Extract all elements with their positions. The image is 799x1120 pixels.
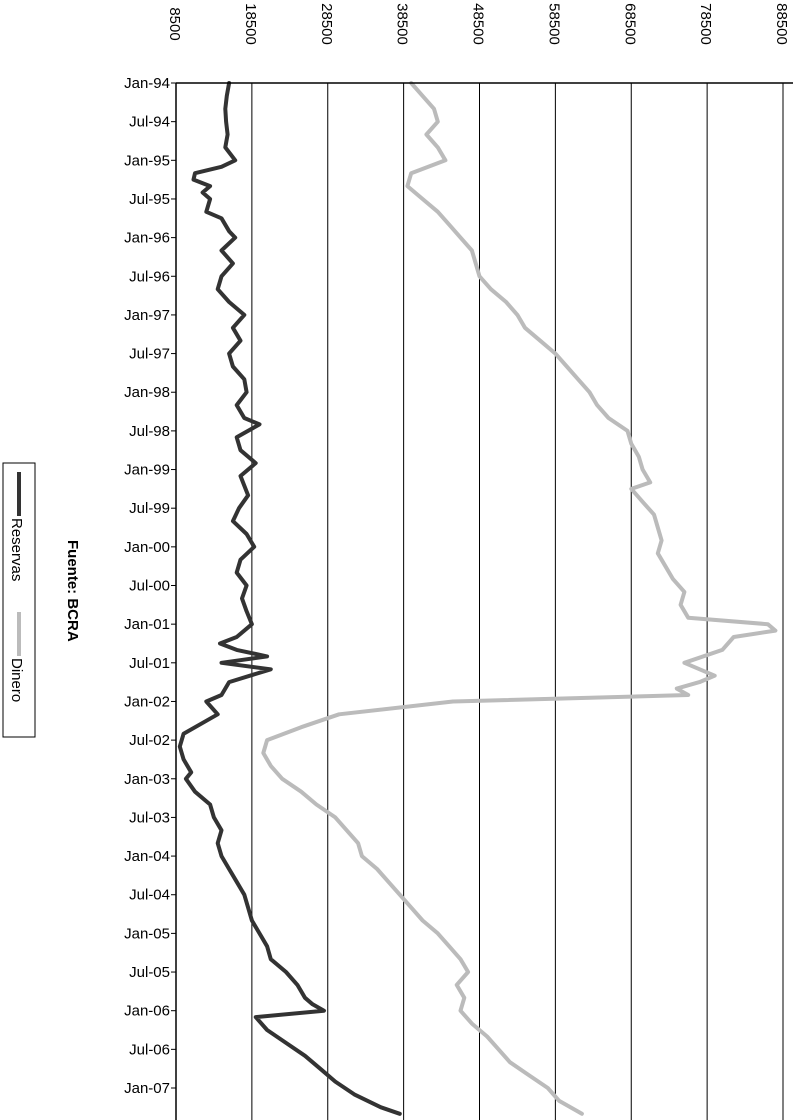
value-tick-label: 88500 [773,3,790,45]
date-tick-label: Jan-05 [124,925,170,942]
series-line-dinero [261,81,778,1116]
date-tick-label: Jul-00 [129,578,170,595]
series-line-reservas [177,81,402,1116]
date-tick-label: Jul-03 [129,809,170,826]
date-tick-label: Jul-02 [129,732,170,749]
axes [171,82,793,1120]
date-tick-label: Jan-00 [124,539,170,556]
date-tick-label: Jan-99 [124,462,170,479]
date-tick-label: Jul-97 [129,346,170,363]
series-layer [177,81,778,1116]
date-tick-label: Jan-94 [124,75,170,92]
legend-label-reservas: Reservas [8,518,25,581]
date-tick-label: Jul-01 [129,655,170,672]
date-tick-label: Jul-99 [129,500,170,517]
source-note: Fuente: BCRA [64,540,81,642]
value-tick-label: 58500 [545,3,562,45]
gridlines [251,83,784,1120]
legend: Reservas Dinero [2,462,36,738]
date-tick-label: Jan-02 [124,693,170,710]
date-tick-label: Jul-06 [129,1041,170,1058]
value-tick-label: 68500 [621,3,638,45]
value-tick-label: 38500 [394,3,411,45]
plot-area [171,81,793,1120]
date-tick-label: Jan-01 [124,616,170,633]
date-tick-label: Jan-06 [124,1003,170,1020]
value-tick-label: 78500 [697,3,714,45]
value-tick-label: 18500 [242,3,259,45]
date-tick-label: Jul-96 [129,268,170,285]
date-tick-label: Jul-05 [129,964,170,981]
date-tick-label: Jul-98 [129,423,170,440]
date-tick-label: Jan-95 [124,152,170,169]
value-tick-label: 28500 [318,3,335,45]
value-axis-tick-labels: 8500 18500 28500 38500 48500 58500 68500 78500 8… [166,3,790,45]
date-tick-label: Jan-98 [124,384,170,401]
date-tick-label: Jan-96 [124,230,170,247]
date-tick-label: Jul-04 [129,887,170,904]
date-tick-label: Jul-95 [129,191,170,208]
date-tick-label: Jan-04 [124,848,170,865]
date-tick-label: Jan-03 [124,771,170,788]
date-tick-label: Jul-94 [129,114,170,131]
date-tick-label: Jan-97 [124,307,170,324]
value-tick-label: 48500 [470,3,487,45]
date-axis-tick-labels: Jan-94 Jul-94 Jan-95 Jul-95 Jan-96 Jul-96 Jan-… [124,75,170,1097]
legend-label-dinero: Dinero [8,658,25,702]
value-tick-label: 8500 [166,7,183,40]
date-tick-label: Jan-07 [124,1080,170,1097]
